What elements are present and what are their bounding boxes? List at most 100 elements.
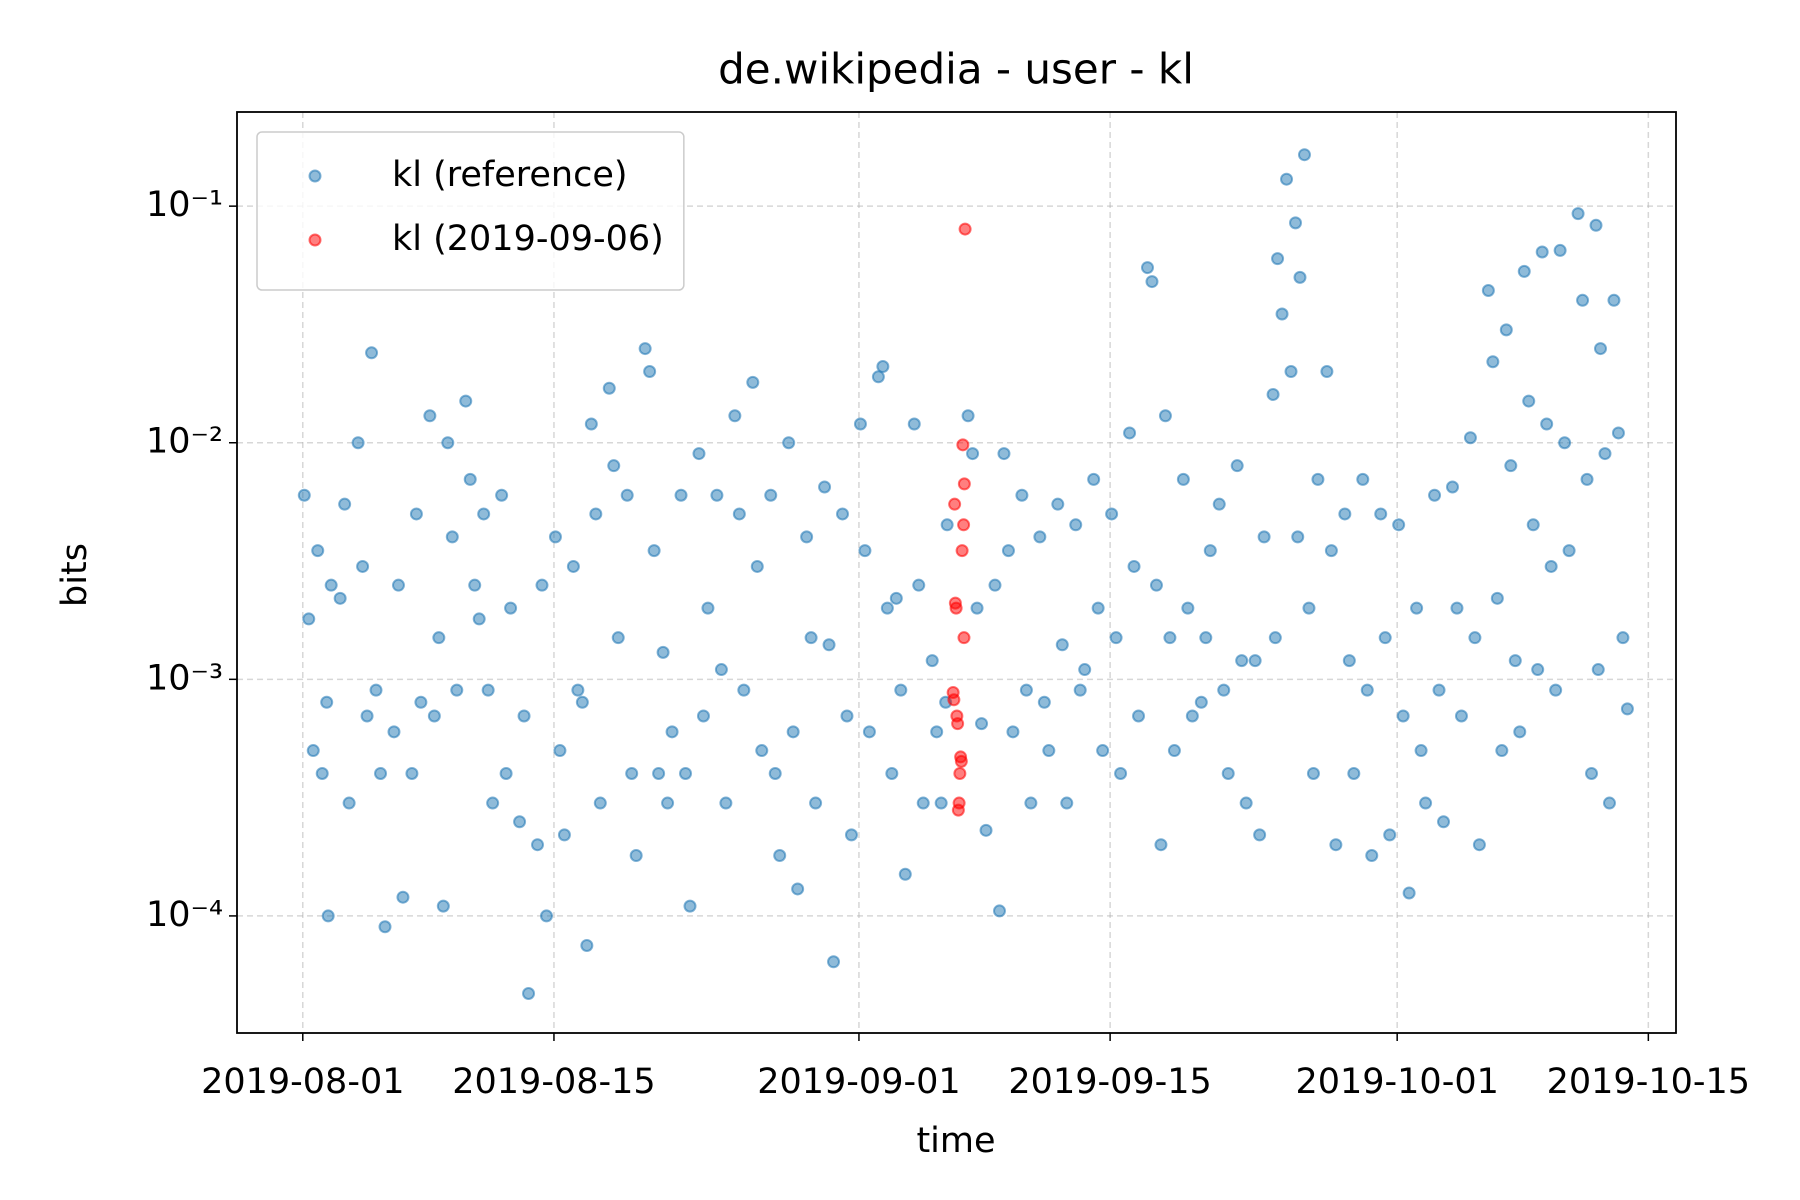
scatter-point — [1544, 559, 1558, 573]
scatter-point — [844, 828, 858, 842]
scatter-point — [1311, 472, 1325, 486]
scatter-point — [1468, 631, 1482, 645]
scatter-point — [836, 507, 850, 521]
scatter-point — [661, 796, 675, 810]
scatter-point — [1297, 148, 1311, 162]
scatter-point — [1163, 631, 1177, 645]
scatter-point — [1158, 409, 1172, 423]
scatter-point — [486, 796, 500, 810]
scatter-point — [495, 488, 509, 502]
scatter-point — [517, 709, 531, 723]
scatter-point — [499, 766, 513, 780]
scatter-point — [575, 695, 589, 709]
scatter-point — [1253, 828, 1267, 842]
scatter-point — [1589, 218, 1603, 232]
x-tick-label: 2019-09-15 — [1008, 1062, 1211, 1102]
scatter-point — [674, 488, 688, 502]
scatter-point — [1535, 245, 1549, 259]
plot-frame — [236, 111, 1677, 1034]
scatter-point — [557, 828, 571, 842]
scatter-point — [1591, 663, 1605, 677]
scatter-point — [809, 796, 823, 810]
scatter-point — [858, 544, 872, 558]
scatter-point — [1513, 725, 1527, 739]
scatter-point — [414, 695, 428, 709]
scatter-point — [1365, 849, 1379, 863]
scatter-point — [1611, 426, 1625, 440]
scatter-point — [1284, 365, 1298, 379]
scatter-point — [566, 559, 580, 573]
scatter-point — [1392, 518, 1406, 532]
scatter-point — [1598, 447, 1612, 461]
scatter-point — [1033, 530, 1047, 544]
scatter-point — [1019, 683, 1033, 697]
scatter-point — [607, 459, 621, 473]
scatter-point — [1360, 683, 1374, 697]
scatter-point — [1185, 709, 1199, 723]
scatter-point — [1154, 838, 1168, 852]
scatter-point — [975, 717, 989, 731]
scatter-point — [369, 683, 383, 697]
scatter-point — [1051, 497, 1065, 511]
scatter-point — [1203, 544, 1217, 558]
scatter-point — [1549, 683, 1563, 697]
scatter-point — [1289, 216, 1303, 230]
scatter-point — [320, 695, 334, 709]
scatter-point — [1437, 815, 1451, 829]
scatter-point — [459, 394, 473, 408]
scatter-point — [1302, 601, 1316, 615]
scatter-point — [1257, 530, 1271, 544]
scatter-point — [710, 488, 724, 502]
scatter-point — [948, 497, 962, 511]
scatter-point — [306, 744, 320, 758]
scatter-point — [728, 409, 742, 423]
scatter-point — [643, 365, 657, 379]
scatter-point — [1428, 488, 1442, 502]
scatter-point — [1616, 631, 1630, 645]
scatter-point — [1248, 654, 1262, 668]
scatter-point — [1015, 488, 1029, 502]
scatter-point — [1620, 702, 1634, 716]
scatter-point — [580, 938, 594, 952]
scatter-point — [1073, 683, 1087, 697]
scatter-point — [1291, 530, 1305, 544]
scatter-point — [907, 417, 921, 431]
scatter-point — [638, 342, 652, 356]
scatter-point — [876, 360, 890, 374]
scatter-point — [522, 987, 536, 1001]
scatter-point — [768, 766, 782, 780]
scatter-point — [1140, 261, 1154, 275]
scatter-point — [1181, 601, 1195, 615]
scatter-point — [818, 480, 832, 494]
scatter-point — [880, 601, 894, 615]
scatter-point — [1132, 709, 1146, 723]
scatter-point — [1221, 766, 1235, 780]
scatter-point — [1167, 744, 1181, 758]
scatter-point — [602, 381, 616, 395]
scatter-point — [951, 803, 965, 817]
scatter-point — [1239, 796, 1253, 810]
scatter-point — [1091, 601, 1105, 615]
scatter-point — [1499, 323, 1513, 337]
scatter-point — [338, 497, 352, 511]
scatter-point — [315, 766, 329, 780]
scatter-point — [391, 578, 405, 592]
scatter-point — [958, 222, 972, 236]
scatter-point — [1320, 365, 1334, 379]
scatter-point — [1114, 766, 1128, 780]
scatter-point — [423, 409, 437, 423]
scatter-point — [450, 683, 464, 697]
scatter-point — [961, 409, 975, 423]
scatter-point — [791, 882, 805, 896]
scatter-point — [1486, 355, 1500, 369]
scatter-point — [804, 631, 818, 645]
scatter-point — [1217, 683, 1231, 697]
scatter-point — [1522, 394, 1536, 408]
scatter-point — [342, 796, 356, 810]
scatter-point — [732, 507, 746, 521]
scatter-point — [1069, 518, 1083, 532]
scatter-point — [889, 591, 903, 605]
scatter-point — [957, 477, 971, 491]
scatter-point — [916, 796, 930, 810]
scatter-point — [1268, 631, 1282, 645]
